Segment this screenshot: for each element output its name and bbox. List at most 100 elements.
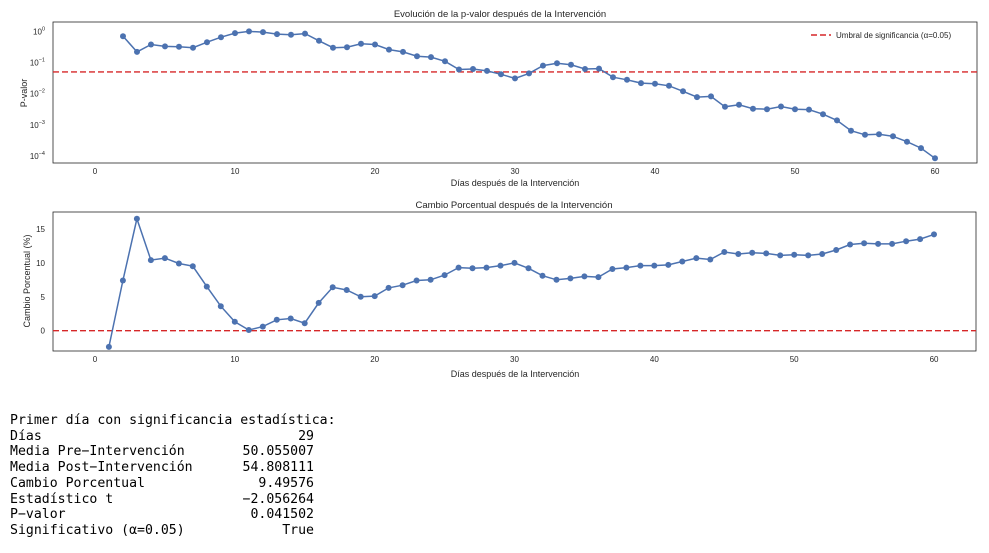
data-point xyxy=(693,255,700,262)
output-row-value: True xyxy=(282,522,314,538)
data-point xyxy=(666,82,672,89)
output-row: Media Pre−Intervención 50.055007 xyxy=(10,444,336,460)
data-point xyxy=(329,284,336,291)
data-point xyxy=(623,264,630,271)
x-tick-label: 10 xyxy=(230,355,239,364)
data-point xyxy=(749,249,756,256)
data-point xyxy=(456,66,462,73)
percent-change-plot-frame xyxy=(52,211,977,352)
data-point xyxy=(330,44,336,51)
output-row: P−valor 0.041502 xyxy=(10,507,336,523)
output-heading: Primer día con significancia estadística… xyxy=(10,413,336,428)
data-point xyxy=(848,127,854,134)
data-point xyxy=(834,117,840,124)
pvalue-y-tick-labels: 100 10−1 10−2 10−3 10−4 xyxy=(30,26,45,161)
data-point xyxy=(609,266,616,272)
x-tick-label: 20 xyxy=(371,167,380,176)
output-row-value: 50.055007 xyxy=(242,444,314,460)
data-point xyxy=(582,66,588,72)
data-point xyxy=(736,101,742,108)
data-point xyxy=(315,299,322,306)
x-tick-label: 20 xyxy=(370,355,379,364)
data-point xyxy=(427,276,434,283)
percent-change-y-axis-label: Cambio Porcentual (%) xyxy=(22,234,32,327)
data-point xyxy=(260,29,266,36)
percent-change-x-tick-labels: 0 10 20 30 40 50 60 xyxy=(93,355,939,364)
data-point xyxy=(512,75,518,82)
data-point xyxy=(568,61,574,68)
data-point xyxy=(287,315,294,322)
output-row-key: P−valor xyxy=(10,507,66,523)
data-point xyxy=(414,53,420,60)
data-point xyxy=(876,131,882,138)
data-point xyxy=(847,241,854,248)
x-tick-label: 40 xyxy=(650,355,659,364)
data-point xyxy=(302,30,308,37)
data-point xyxy=(344,44,350,51)
data-point xyxy=(554,60,560,67)
data-point xyxy=(931,231,937,238)
percent-change-x-axis-label: Días después de la Intervención xyxy=(451,369,580,379)
data-point xyxy=(917,236,924,243)
data-point xyxy=(162,43,168,50)
pvalue-chart-title: Evolución de la p-valor después de la In… xyxy=(394,9,606,20)
data-point xyxy=(680,88,686,95)
output-row-value: −2.056264 xyxy=(242,491,314,507)
percent-change-series-points xyxy=(105,215,937,350)
data-point xyxy=(652,80,658,87)
data-point xyxy=(638,80,644,87)
data-point xyxy=(176,43,182,50)
data-point xyxy=(624,76,630,83)
data-point xyxy=(805,252,812,259)
data-point xyxy=(540,62,546,69)
y-tick-label: 10−4 xyxy=(30,151,45,161)
data-point xyxy=(301,320,308,327)
data-point xyxy=(778,103,784,110)
legend-threshold-label: Umbral de significancia (α=0.05) xyxy=(836,31,951,40)
data-point xyxy=(707,256,714,263)
data-point xyxy=(343,287,350,293)
data-point xyxy=(610,74,616,81)
x-tick-label: 50 xyxy=(790,355,799,364)
data-point xyxy=(484,67,490,74)
y-tick-label: 15 xyxy=(36,225,45,234)
data-point xyxy=(455,264,462,271)
output-row-key: Media Pre−Intervención xyxy=(10,444,185,460)
data-point xyxy=(385,284,392,291)
data-point xyxy=(553,276,560,283)
data-point xyxy=(820,111,826,118)
pvalue-x-tick-labels: 0 10 20 30 40 50 60 xyxy=(93,167,940,176)
pvalue-series-points xyxy=(120,28,938,162)
data-point xyxy=(595,274,602,281)
data-point xyxy=(288,31,294,38)
percent-change-chart-title: Cambio Porcentual después de la Interven… xyxy=(416,200,613,211)
data-point xyxy=(259,323,266,330)
x-tick-label: 40 xyxy=(651,167,660,176)
data-point xyxy=(665,261,672,268)
data-point xyxy=(316,37,322,44)
output-row: Cambio Porcentual 9.49576 xyxy=(10,476,336,492)
data-point xyxy=(413,277,420,284)
x-tick-label: 50 xyxy=(791,167,800,176)
data-point xyxy=(357,293,364,300)
data-point xyxy=(147,257,154,264)
output-row: Media Post−Intervención 54.808111 xyxy=(10,460,336,476)
data-point xyxy=(764,106,770,113)
x-tick-label: 60 xyxy=(931,167,940,176)
data-point xyxy=(469,265,476,272)
data-point xyxy=(875,240,882,247)
pvalue-plot-frame xyxy=(52,21,978,164)
data-point xyxy=(119,277,126,284)
data-point xyxy=(245,327,252,333)
percent-change-y-tick-labels: 0 5 10 15 xyxy=(36,225,45,336)
data-point xyxy=(358,40,364,47)
data-point xyxy=(400,48,406,55)
data-point xyxy=(651,262,658,269)
data-point xyxy=(806,106,812,113)
data-point xyxy=(708,93,714,100)
data-point xyxy=(890,133,896,140)
data-point xyxy=(525,265,532,272)
data-point xyxy=(232,30,238,37)
pvalue-x-axis-label: Días después de la Intervención xyxy=(451,178,580,188)
data-point xyxy=(791,251,798,258)
